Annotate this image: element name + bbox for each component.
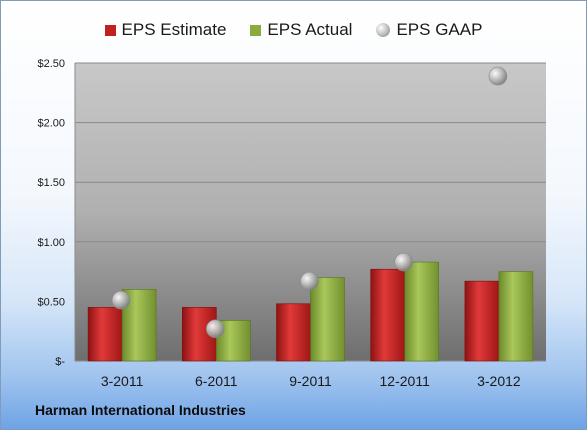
marker-eps-gaap: [111, 290, 131, 310]
legend-swatch-actual: [250, 24, 262, 36]
y-tick-label: $1.00: [37, 237, 65, 249]
bar-eps-actual: [121, 289, 157, 362]
bar-eps-estimate: [87, 307, 123, 362]
marker-eps-gaap: [488, 66, 508, 86]
y-tick-label: $2.00: [37, 118, 65, 130]
legend-label-actual: EPS Actual: [267, 20, 353, 39]
y-tick-label: $1.50: [37, 177, 65, 189]
company-name: Harman International Industries: [35, 402, 246, 418]
marker-eps-gaap: [300, 271, 319, 291]
bar-eps-actual: [498, 271, 534, 362]
legend-item-estimate: EPS Estimate: [104, 20, 227, 40]
x-tick-label: 6-2011: [195, 373, 238, 389]
legend-item-actual: EPS Actual: [250, 20, 352, 40]
x-tick-label: 3-2011: [101, 373, 144, 389]
legend-item-gaap: EPS GAAP: [376, 20, 482, 40]
y-tick-label: $0.50: [37, 296, 65, 308]
bar-eps-estimate: [464, 280, 500, 362]
bar-eps-estimate: [276, 303, 311, 362]
bar-eps-estimate: [370, 268, 406, 362]
bar-eps-actual: [310, 277, 345, 362]
legend-swatch-gaap: [376, 23, 391, 37]
legend-label-gaap: EPS GAAP: [396, 20, 483, 39]
legend-swatch-estimate: [104, 24, 116, 36]
marker-eps-gaap: [206, 319, 225, 339]
bar-eps-actual: [404, 261, 440, 362]
x-tick-label: 9-2011: [289, 373, 332, 389]
x-tick-label: 12-2011: [380, 373, 431, 389]
legend: EPS Estimate EPS Actual EPS GAAP: [1, 15, 586, 45]
y-tick-label: $2.50: [37, 58, 65, 70]
x-tick-label: 3-2012: [477, 373, 521, 389]
marker-eps-gaap: [394, 252, 414, 272]
y-tick-label: $-: [55, 356, 65, 368]
legend-label-estimate: EPS Estimate: [121, 20, 227, 39]
